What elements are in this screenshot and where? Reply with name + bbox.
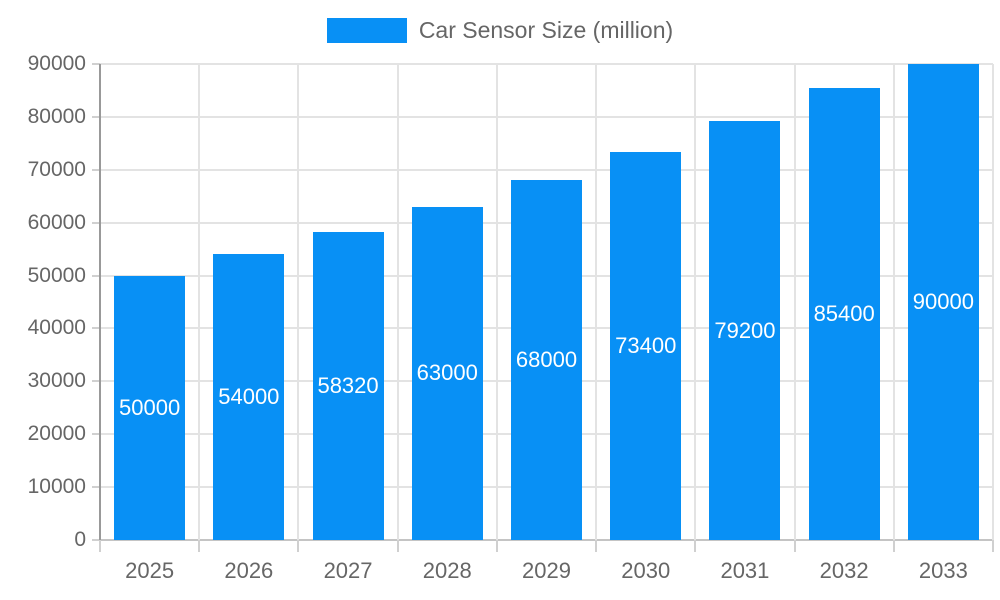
y-gridline <box>100 115 993 118</box>
x-gridline <box>396 64 399 540</box>
bar-value-label: 79200 <box>714 317 776 343</box>
bar-2031[interactable]: 79200 <box>709 121 781 540</box>
x-axis-tick-label: 2027 <box>323 558 373 583</box>
y-gridline <box>100 63 993 65</box>
x-axis-tick <box>595 540 598 552</box>
y-axis-tick <box>92 486 100 489</box>
y-axis-tick <box>92 168 100 171</box>
x-axis-tick-label: 2029 <box>522 558 571 583</box>
y-axis-tick-label: 60000 <box>27 210 86 234</box>
bar-2033[interactable]: 90000 <box>907 64 979 540</box>
x-axis-tick-label: 2033 <box>918 558 968 583</box>
bar-2027[interactable]: 58320 <box>312 231 384 540</box>
y-axis-tick-label: 10000 <box>27 475 86 499</box>
x-gridline <box>694 64 697 540</box>
x-gridline <box>992 64 994 540</box>
x-axis-tick <box>396 540 399 552</box>
x-gridline <box>595 64 598 540</box>
y-axis-tick <box>92 63 100 65</box>
bar-value-label: 63000 <box>416 360 478 386</box>
y-axis-tick-label: 50000 <box>27 263 86 287</box>
x-axis-tick-label: 2028 <box>422 558 472 583</box>
bar-value-label: 73400 <box>615 332 677 358</box>
bar-2026[interactable]: 54000 <box>213 254 285 540</box>
y-axis-tick-label: 20000 <box>27 422 86 446</box>
bar-value-label: 68000 <box>515 347 578 373</box>
x-axis-tick <box>495 540 498 552</box>
legend-label: Car Sensor Size (million) <box>418 16 674 43</box>
y-gridline <box>100 168 993 171</box>
x-axis-tick <box>992 540 994 552</box>
x-axis-tick-label: 2025 <box>125 558 175 583</box>
x-axis-tick <box>99 540 101 552</box>
y-axis-tick <box>92 221 100 224</box>
x-axis-tick <box>793 540 796 552</box>
y-axis-tick <box>92 433 100 436</box>
bar-value-label: 85400 <box>813 301 875 327</box>
bar-value-label: 58320 <box>317 372 379 398</box>
y-axis-line <box>99 64 101 540</box>
bar-2032[interactable]: 85400 <box>808 88 880 540</box>
y-axis-tick <box>92 115 100 118</box>
x-gridline <box>892 64 895 540</box>
bar-value-label: 54000 <box>218 384 280 410</box>
y-axis-tick-label: 40000 <box>27 316 86 340</box>
y-axis-tick-label: 0 <box>74 528 86 551</box>
legend-swatch <box>326 17 407 43</box>
y-axis-tick-label: 70000 <box>27 157 86 181</box>
bar-2030[interactable]: 73400 <box>610 151 682 540</box>
x-axis-tick-label: 2031 <box>720 558 770 583</box>
y-axis-tick-label: 80000 <box>27 104 86 128</box>
x-axis-tick-label: 2026 <box>224 558 274 583</box>
y-axis-tick-label: 30000 <box>27 369 86 393</box>
x-gridline <box>198 64 201 540</box>
x-axis-tick <box>892 540 895 552</box>
x-axis-tick-label: 2032 <box>819 558 869 583</box>
x-axis-line <box>100 539 993 541</box>
bar-2025[interactable]: 50000 <box>114 275 186 540</box>
bar-2029[interactable]: 68000 <box>511 180 582 540</box>
y-axis-tick <box>92 274 100 277</box>
x-gridline <box>297 64 300 540</box>
x-axis-tick-label: 2030 <box>621 558 671 583</box>
y-axis-tick-label: 90000 <box>27 52 86 75</box>
bar-value-label: 90000 <box>912 289 974 314</box>
bar-2028[interactable]: 63000 <box>411 206 483 540</box>
bar-value-label: 50000 <box>119 394 181 420</box>
legend-item[interactable]: Car Sensor Size (million) <box>0 15 1000 45</box>
x-gridline <box>495 64 498 540</box>
x-axis-tick <box>198 540 201 552</box>
y-axis-tick <box>92 539 100 541</box>
y-axis-tick <box>92 380 100 383</box>
x-axis-tick <box>694 540 697 552</box>
y-axis-tick <box>92 327 100 330</box>
x-axis-tick <box>297 540 300 552</box>
x-gridline <box>793 64 796 540</box>
